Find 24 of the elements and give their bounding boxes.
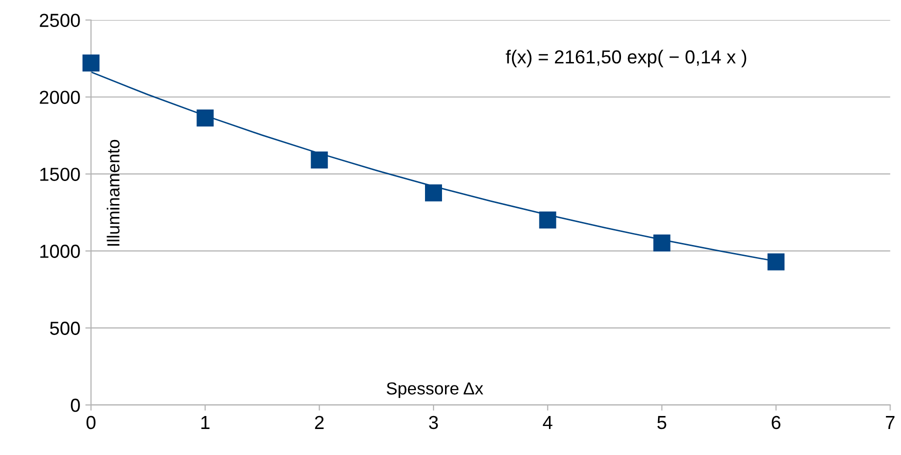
x-tick-label: 0 [86, 416, 96, 430]
x-tick-label: 7 [886, 416, 894, 429]
x-tick-label: 1 [201, 416, 210, 429]
y-axis-title: Illuminamento [106, 140, 120, 246]
y-tick-label: 1000 [40, 244, 80, 258]
x-tick-label: 6 [772, 416, 780, 430]
y-tick-label: 2500 [40, 14, 80, 27]
x-tick-label: 4 [542, 416, 552, 429]
x-tick-label: 2 [315, 416, 324, 429]
y-tick-label: 0 [70, 398, 80, 412]
point [768, 253, 785, 270]
point [425, 184, 442, 202]
point [82, 54, 100, 72]
point [539, 212, 556, 229]
point [310, 151, 328, 168]
point [196, 109, 214, 126]
annotation: f(x) = 2161,50 exp( − 0,14 x ) [506, 50, 746, 68]
y-tick-label: 1500 [40, 168, 80, 181]
y-tick-label: 500 [50, 322, 80, 335]
x-axis-title: Spessore Δx [386, 382, 484, 398]
y-tick-label: 2000 [40, 90, 80, 104]
x-tick-label: 5 [657, 416, 666, 430]
x-tick-label: 3 [429, 416, 438, 430]
point [653, 234, 670, 252]
